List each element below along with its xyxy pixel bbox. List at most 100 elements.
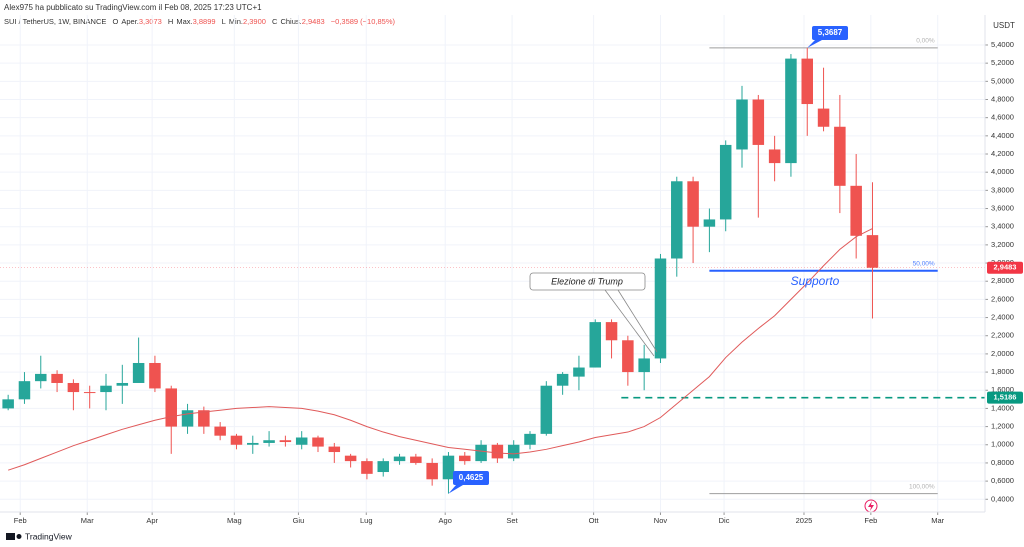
x-tick-label: Giu [293,516,305,525]
y-tick-label: 4,0000 [991,167,1014,176]
candle-body [116,382,129,386]
candle-body [393,456,406,462]
candle-body [768,149,781,164]
candle-body [785,58,797,164]
x-tick-label: Mar [931,516,944,525]
candle-body [638,358,650,373]
candle-body [230,435,243,445]
y-tick-label: 2,8000 [991,276,1014,285]
x-tick-label: Nov [654,516,668,525]
ohlc-key: C [272,17,278,26]
ohlc-value: 3,3073 [139,17,162,26]
x-tick-label: Feb [864,516,877,525]
x-tick-label: Ott [589,516,600,525]
callout-label: 5,3687 [818,28,843,37]
callout-pointer [448,485,463,494]
candle-body [556,373,569,386]
y-tick-label: 4,2000 [991,149,1014,158]
callout-label: 0,4625 [459,473,484,482]
publisher: Alex975 ha pubblicato su TradingView.com… [4,3,262,12]
symbol-info: SUI / TetherUS, 1W, BINANCE O Aper.3,3073… [4,17,395,26]
y-tick-label: 1,8000 [991,367,1014,376]
footer: TradingView [6,531,73,541]
annotation-leader [617,289,658,353]
x-tick-label: Mag [227,516,242,525]
callout-pointer [807,40,822,48]
ohlc-label: Aper. [121,17,139,26]
logo [6,533,15,540]
y-tick-label: 0,4000 [991,494,1014,503]
candle-body [654,258,667,359]
ohlc-value: 3,8899 [193,17,216,26]
candle-body [622,340,634,373]
support-annotation: Supporto [791,274,840,288]
price-label: 2,9483 [994,263,1017,272]
ohlc-key: L [222,17,226,26]
y-tick-label: 2,4000 [991,313,1014,322]
x-tick-label: Set [506,516,518,525]
candle-body [442,455,455,480]
candle-body [589,322,601,368]
candle-body [850,185,862,236]
change: −0,3589 (−10,85%) [331,17,396,26]
y-tick-label: 1,0000 [991,440,1014,449]
y-tick-label: 5,4000 [991,40,1014,49]
candle-body [263,440,275,443]
ohlc-label: Max. [176,17,192,26]
x-tick-label: Mar [81,516,94,525]
ohlc-value: 2,9483 [302,17,325,26]
candle-body [410,456,422,463]
y-tick-label: 2,6000 [991,294,1014,303]
candle-body [687,181,699,227]
ohlc-key: O [113,17,119,26]
candle-body [752,99,765,145]
candle-body [83,392,96,394]
candle-body [35,373,47,382]
candle-body [100,385,112,393]
y-tick-label: 2,0000 [991,349,1014,358]
candle-body [801,58,813,105]
y-tick-label: 4,6000 [991,113,1014,122]
candle-body [198,410,210,427]
symbol: SUI / TetherUS, 1W, BINANCE [4,17,106,26]
y-tick-label: 3,2000 [991,240,1014,249]
x-tick-label: 2025 [796,516,813,525]
y-tick-label: 0,8000 [991,458,1014,467]
candle-body [573,367,585,377]
annotation-box [529,272,646,291]
annotation: Elezione di Trump [551,276,623,286]
y-tick-label: 0,6000 [991,476,1014,485]
x-tick-label: Feb [14,516,27,525]
y-tick-label: 1,6000 [991,385,1014,394]
candle-body [165,388,177,427]
callout-box [812,26,848,40]
x-tick-label: Ago [439,516,452,525]
x-tick-label: Lug [360,516,373,525]
candle-body [247,442,259,445]
candle-body [181,410,194,427]
candle-body [279,440,292,443]
y-tick-label: 3,4000 [991,222,1014,231]
ohlc-label: Chius. [280,17,301,26]
y-tick-label: 1,2000 [991,422,1014,431]
candle-body [377,461,389,473]
callout-box [453,471,489,485]
price-label-box [987,391,1023,404]
candle-body [524,433,536,445]
fib-label: 100,00% [909,483,935,490]
price-label-box [987,261,1023,274]
event-icon [868,501,874,511]
candle-body [540,385,553,434]
x-tick-label: Dic [719,516,730,525]
x-tick-label: Apr [146,516,158,525]
fib-label: 50,00% [913,260,935,267]
ohlc-value: 2,3900 [243,17,266,26]
logo [16,534,22,539]
candle-body [328,446,341,453]
y-tick-label: 3,6000 [991,204,1014,213]
y-tick-label: 2,2000 [991,331,1014,340]
candle-body [344,455,357,462]
y-tick-label: 4,4000 [991,131,1014,140]
candle-body [149,362,161,389]
